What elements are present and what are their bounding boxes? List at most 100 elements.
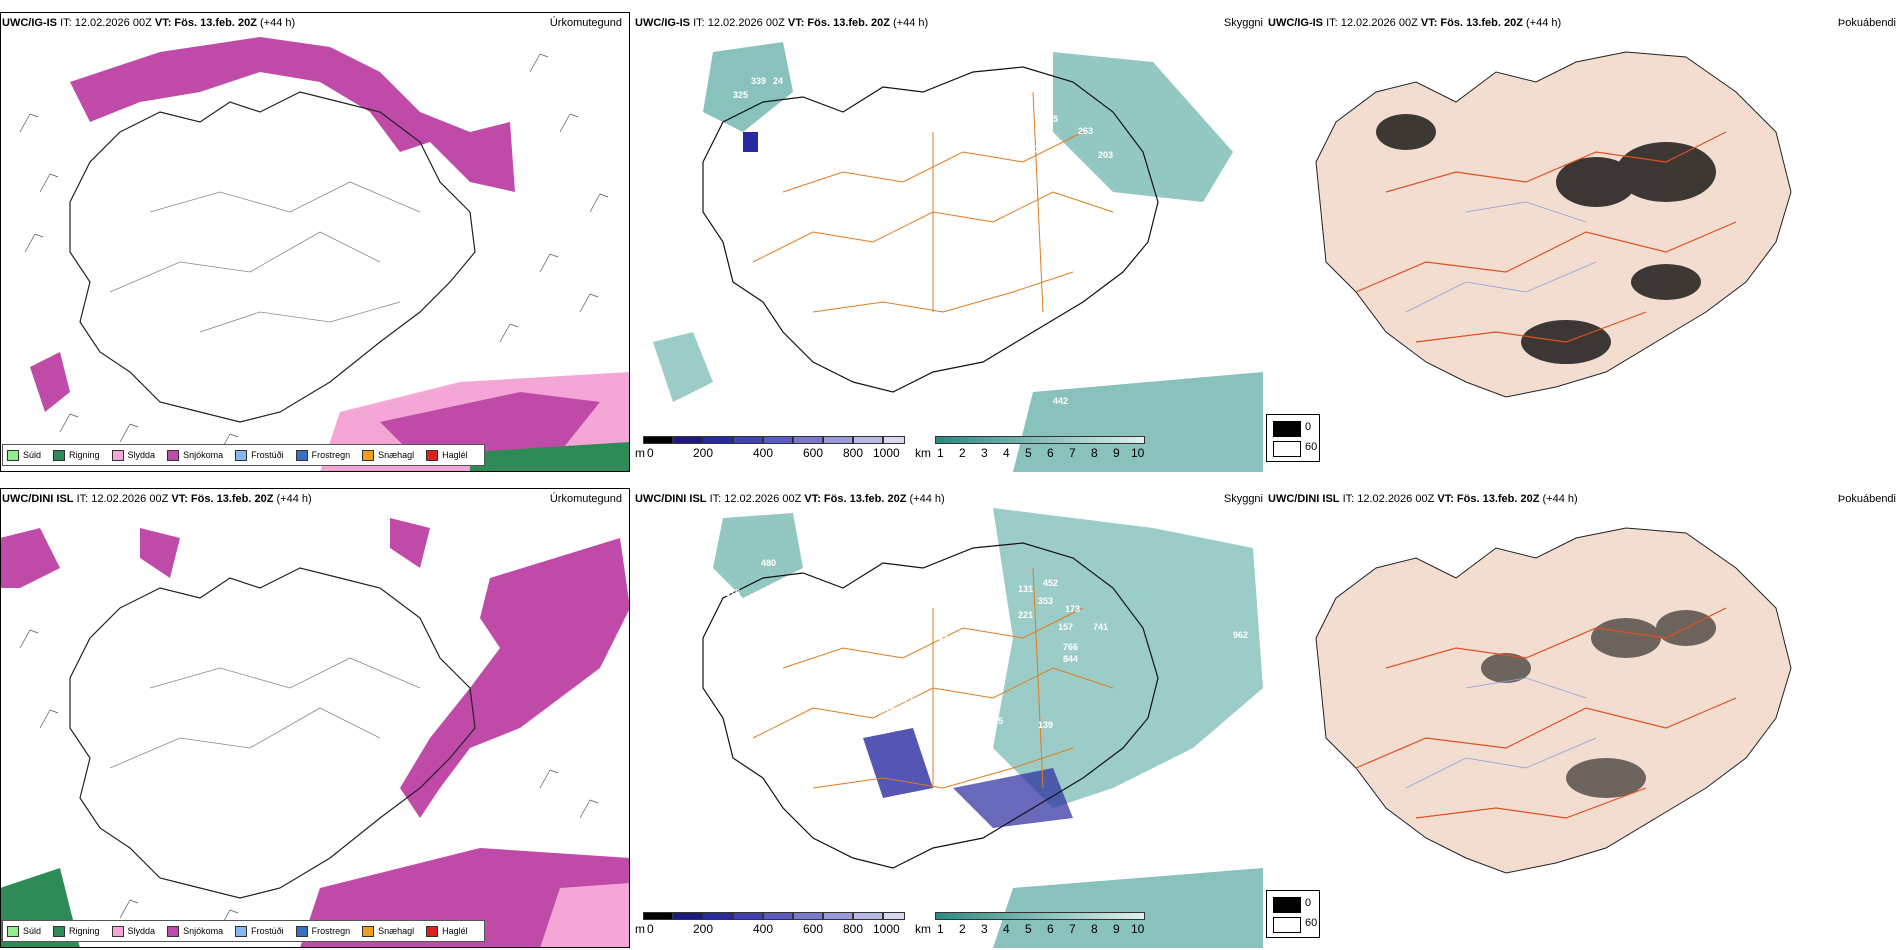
distance-tick: 5 — [1025, 922, 1032, 936]
height-tick: 0 — [647, 922, 654, 936]
init-time: IT: 12.02.2026 00Z — [1326, 17, 1418, 29]
fog-index-panel-bottom: UWC/DINI ISL IT: 12.02.2026 00Z VT: Fös.… — [1266, 488, 1896, 948]
height-tick: 400 — [753, 922, 774, 936]
height-tick: 600 — [803, 922, 824, 936]
ceiling-label: 664 — [1043, 150, 1058, 160]
init-time: IT: 12.02.2026 00Z — [709, 493, 802, 505]
legend-item-hail: Haglél — [426, 925, 468, 937]
fog-index-panel-top: UWC/IG-IS IT: 12.02.2026 00Z VT: Fös. 13… — [1266, 12, 1896, 472]
ceiling-label: 447 — [963, 90, 978, 100]
distance-tick: 8 — [1091, 446, 1098, 460]
ceiling-label: 156 — [885, 706, 900, 716]
iceland-outline — [702, 542, 1159, 869]
low-visibility-area — [713, 513, 803, 598]
panel-title: UWC/IG-IS IT: 12.02.2026 00Z VT: Fös. 13… — [1268, 17, 1561, 29]
valid-time: VT: Fös. 13.feb. 20Z — [1437, 493, 1540, 505]
iceland-map-visibility-bottom: 480 315 86 131 452 353 221 173 157 741 1… — [702, 508, 1263, 948]
snow-area — [0, 528, 60, 588]
snow-area — [70, 37, 515, 192]
legend-item-drizzle: Súld — [7, 925, 41, 937]
ceiling-label: 157 — [1058, 622, 1073, 632]
ceiling-label: 263 — [1078, 126, 1093, 136]
ceiling-label: 452 — [1043, 578, 1058, 588]
distance-tick: 1 — [937, 922, 944, 936]
ceiling-label: 193 — [933, 632, 948, 642]
ceiling-label: 442 — [1053, 396, 1068, 406]
ceiling-label: 461 — [943, 648, 958, 658]
legend-item-hail: Haglél — [426, 449, 468, 461]
ceiling-label: 844 — [1063, 654, 1078, 664]
valid-time: VT: Fös. 13.feb. 20Z — [1420, 17, 1523, 29]
sleet-area — [540, 883, 630, 948]
ceiling-label: 114 — [753, 122, 768, 132]
ceiling-label: 221 — [1018, 610, 1033, 620]
height-unit: m — [635, 922, 645, 936]
height-tick: 0 — [647, 446, 654, 460]
iceland-map-fog-bottom — [1315, 527, 1792, 874]
legend-item-rain: Rigning — [53, 449, 100, 461]
height-tick: 800 — [843, 922, 864, 936]
model-name: UWC/DINI ISL — [2, 493, 74, 505]
fog-high-label: 60 — [1305, 441, 1318, 453]
height-tick: 200 — [693, 922, 714, 936]
lead-time: (+44 h) — [276, 493, 312, 505]
distance-tick: 2 — [959, 446, 966, 460]
fog-legend: 0 60 — [1266, 414, 1320, 462]
ceiling-label: 195 — [988, 716, 1003, 726]
lead-time: (+44 h) — [893, 17, 929, 29]
iceland-outline — [69, 567, 476, 899]
visibility-colorbar: m 0 200 400 600 800 1000 km 1 2 3 4 5 6 … — [635, 436, 1265, 466]
ceiling-label: 741 — [1093, 622, 1108, 632]
valid-time: VT: Fös. 13.feb. 20Z — [154, 17, 257, 29]
legend-item-freezing-rain: Frostregn — [295, 449, 350, 461]
visibility-colorbar: m 0 200 400 600 800 1000 km 1 2 3 4 5 6 … — [635, 912, 1265, 942]
valid-time: VT: Fös. 13.feb. 20Z — [171, 493, 274, 505]
low-visibility-area — [653, 332, 713, 402]
iceland-map-visibility-top: 325 339 24 114 447 487 365 145 306 664 2… — [653, 42, 1263, 472]
distance-tick: 5 — [1025, 446, 1032, 460]
precip-type-panel-top: UWC/IG-IS IT: 12.02.2026 00Z VT: Fös. 13… — [0, 12, 630, 472]
height-tick: 1000 — [873, 446, 900, 460]
low-visibility-area — [993, 868, 1263, 948]
init-time: IT: 12.02.2026 00Z — [1342, 493, 1435, 505]
height-tick: 200 — [693, 446, 714, 460]
ceiling-label: 131 — [1018, 584, 1033, 594]
init-time: IT: 12.02.2026 00Z — [693, 17, 785, 29]
ceiling-label: 173 — [1065, 604, 1080, 614]
model-name: UWC/IG-IS — [635, 17, 690, 29]
ceiling-label: 365 — [1043, 114, 1058, 124]
iceland-outline — [69, 91, 476, 423]
low-visibility-area — [1053, 52, 1233, 202]
visibility-panel-top: 325 339 24 114 447 487 365 145 306 664 2… — [633, 12, 1263, 472]
ceiling-label: 766 — [1063, 642, 1078, 652]
height-unit: m — [635, 446, 645, 460]
height-tick: 1000 — [873, 922, 900, 936]
ceiling-label: 24 — [773, 76, 783, 86]
panel-frame — [0, 12, 630, 472]
distance-tick: 2 — [959, 922, 966, 936]
lead-time: (+44 h) — [909, 493, 945, 505]
legend-item-drizzle: Súld — [7, 449, 41, 461]
model-name: UWC/DINI ISL — [635, 493, 707, 505]
valid-time: VT: Fös. 13.feb. 20Z — [804, 493, 907, 505]
legend-item-graupel: Snæhagl — [362, 925, 414, 937]
product-name: Þokuábendi — [1837, 17, 1896, 29]
distance-tick: 10 — [1131, 922, 1145, 936]
lead-time: (+44 h) — [1526, 17, 1562, 29]
distance-tick: 1 — [937, 446, 944, 460]
low-ceiling-area — [953, 768, 1073, 828]
panel-title: UWC/IG-IS IT: 12.02.2026 00Z VT: Fös. 13… — [635, 17, 928, 29]
panel-title: UWC/DINI ISL IT: 12.02.2026 00Z VT: Fös.… — [635, 493, 945, 505]
distance-tick: 3 — [981, 922, 988, 936]
distance-unit: km — [915, 446, 931, 460]
ceiling-label: 306 — [1028, 144, 1043, 154]
distance-tick: 10 — [1131, 446, 1145, 460]
distance-tick: 4 — [1003, 922, 1010, 936]
panel-title: UWC/DINI ISL IT: 12.02.2026 00Z VT: Fös.… — [2, 493, 312, 505]
precip-legend: Súld Rigning Slydda Snjókoma Frostúði Fr… — [2, 920, 485, 942]
legend-item-sleet: Slydda — [111, 449, 155, 461]
low-visibility-area — [703, 42, 793, 132]
low-ceiling-area — [863, 728, 933, 798]
panel-title: UWC/IG-IS IT: 12.02.2026 00Z VT: Fös. 13… — [2, 17, 295, 29]
snow-area — [140, 528, 180, 578]
